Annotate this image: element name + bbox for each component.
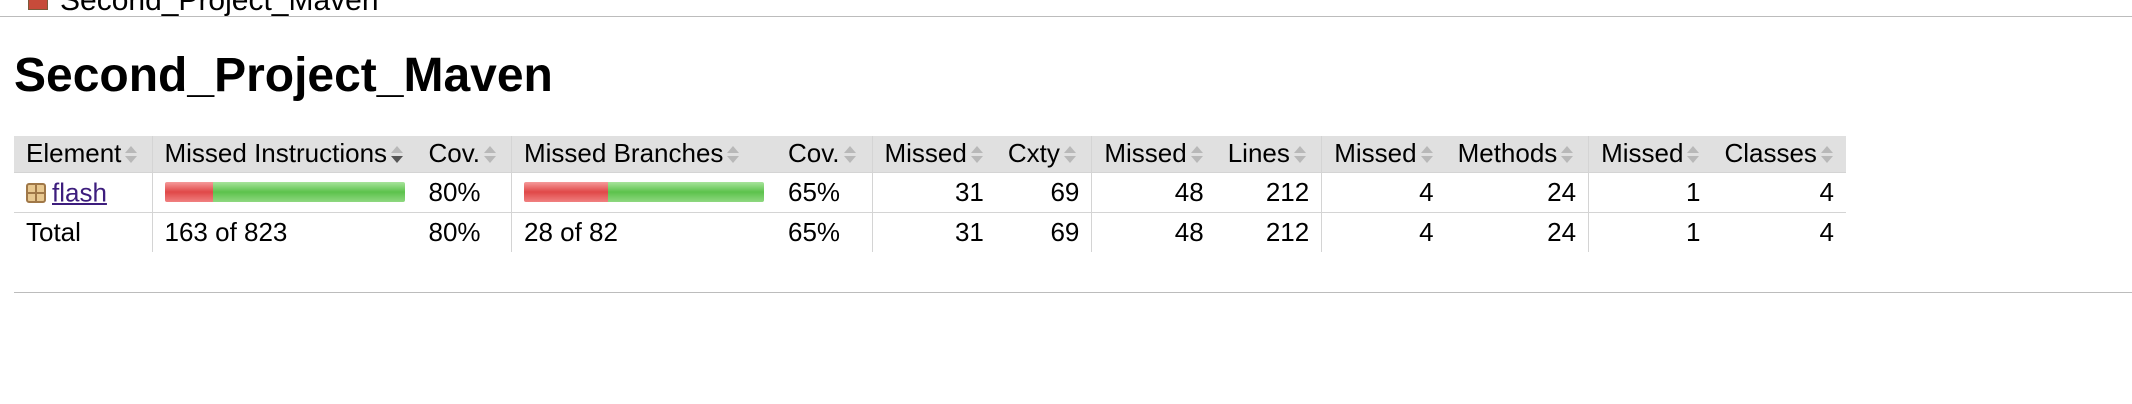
header-missed-instructions-label: Missed Instructions xyxy=(164,138,388,169)
header-methods[interactable]: Methods xyxy=(1445,136,1589,173)
table-row: flash 80% 65% 31 69 48 212 4 24 xyxy=(14,172,1846,213)
total-missed-branches: 28 of 82 xyxy=(511,212,776,252)
header-branches-coverage[interactable]: Cov. xyxy=(776,136,872,173)
header-element[interactable]: Element xyxy=(14,136,152,173)
header-missed-classes[interactable]: Missed xyxy=(1588,136,1713,173)
breadcrumb-label[interactable]: Second_Project_Maven xyxy=(60,0,379,17)
complexity-cell: 69 xyxy=(995,172,1092,213)
sort-icon xyxy=(1686,145,1700,165)
branches-coverage-bar xyxy=(524,182,764,202)
header-missed-instructions[interactable]: Missed Instructions xyxy=(151,136,417,173)
footer-divider xyxy=(14,292,2132,293)
total-classes: 4 xyxy=(1819,216,1834,247)
total-missed-methods: 4 xyxy=(1321,212,1446,252)
header-lines-label: Lines xyxy=(1227,138,1290,169)
sort-icon xyxy=(1063,145,1077,165)
element-link-flash[interactable]: flash xyxy=(52,177,107,208)
page-title: Second_Project_Maven xyxy=(14,49,553,102)
header-missed-lines-label: Missed xyxy=(1104,138,1187,169)
missed-instructions-bar-cell xyxy=(151,172,417,213)
header-missed-complexity-label: Missed xyxy=(884,138,967,169)
sort-icon xyxy=(1190,145,1204,165)
missed-classes-cell: 1 xyxy=(1588,172,1713,213)
session-icon xyxy=(28,0,48,10)
header-instructions-coverage-label: Cov. xyxy=(428,138,481,169)
instructions-covered-bar xyxy=(212,182,405,202)
header-classes-label: Classes xyxy=(1724,138,1817,169)
header-missed-methods[interactable]: Missed xyxy=(1321,136,1446,173)
header-missed-methods-label: Missed xyxy=(1334,138,1417,169)
total-row: Total 163 of 823 80% 28 of 82 65% 31 69 … xyxy=(14,212,1846,252)
total-missed-instructions: 163 of 823 xyxy=(151,212,417,252)
missed-branches-bar-cell xyxy=(511,172,776,213)
breadcrumb: Second_Project_Maven xyxy=(0,0,2132,17)
total-instructions-coverage: 80% xyxy=(428,216,481,247)
sort-icon xyxy=(1420,145,1434,165)
total-missed-classes: 1 xyxy=(1588,212,1713,252)
header-branches-coverage-label: Cov. xyxy=(788,138,840,169)
branches-covered-bar xyxy=(608,182,764,202)
sort-icon xyxy=(1293,145,1307,165)
header-row: Element Missed Instructions Cov. Missed … xyxy=(14,136,1846,173)
sort-icon xyxy=(970,145,984,165)
header-missed-complexity[interactable]: Missed xyxy=(871,136,996,173)
header-missed-lines[interactable]: Missed xyxy=(1091,136,1216,173)
header-missed-classes-label: Missed xyxy=(1601,138,1684,169)
methods-cell: 24 xyxy=(1445,172,1589,213)
sort-icon xyxy=(483,145,497,165)
header-complexity[interactable]: Cxty xyxy=(995,136,1092,173)
instructions-coverage-bar xyxy=(164,182,405,202)
lines-cell: 212 xyxy=(1215,172,1322,213)
instructions-missed-bar xyxy=(164,182,213,202)
header-missed-branches-label: Missed Branches xyxy=(524,138,724,169)
classes-cell: 4 xyxy=(1712,172,1846,213)
header-missed-branches[interactable]: Missed Branches xyxy=(511,136,776,173)
sort-icon xyxy=(124,145,138,165)
element-cell: flash xyxy=(14,172,152,213)
header-complexity-label: Cxty xyxy=(1007,138,1060,169)
missed-methods-cell: 4 xyxy=(1321,172,1446,213)
sort-icon xyxy=(1820,145,1834,165)
total-branches-coverage: 65% xyxy=(788,216,841,247)
package-icon xyxy=(26,182,46,203)
sort-icon xyxy=(843,145,857,165)
total-missed-complexity: 31 xyxy=(871,212,996,252)
header-classes[interactable]: Classes xyxy=(1712,136,1846,173)
missed-lines-cell: 48 xyxy=(1091,172,1216,213)
total-complexity: 69 xyxy=(1050,216,1080,247)
sort-icon xyxy=(726,145,740,165)
sort-icon xyxy=(1560,145,1574,165)
header-methods-label: Methods xyxy=(1457,138,1558,169)
header-element-label: Element xyxy=(26,138,122,169)
total-lines: 212 xyxy=(1265,216,1310,247)
branches-coverage-cell: 65% xyxy=(776,172,872,213)
header-lines[interactable]: Lines xyxy=(1215,136,1322,173)
total-missed-lines: 48 xyxy=(1091,212,1216,252)
total-methods: 24 xyxy=(1547,216,1577,247)
branches-missed-bar xyxy=(524,182,608,202)
missed-complexity-cell: 31 xyxy=(871,172,996,213)
instructions-coverage-cell: 80% xyxy=(416,172,512,213)
header-instructions-coverage[interactable]: Cov. xyxy=(416,136,512,173)
coverage-table: Element Missed Instructions Cov. Missed … xyxy=(14,136,1846,252)
total-label: Total xyxy=(26,216,81,247)
sort-descending-icon xyxy=(390,145,404,165)
